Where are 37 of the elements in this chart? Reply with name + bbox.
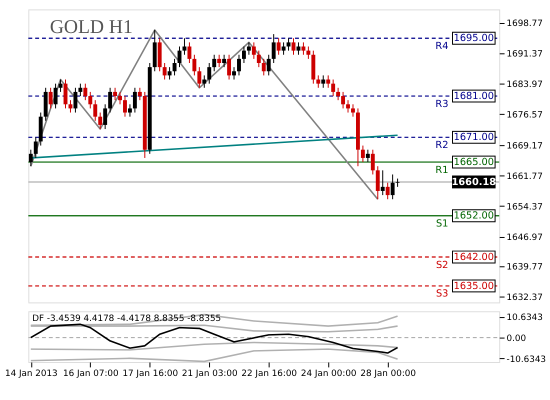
y-tick-label: 0.00 — [506, 334, 526, 344]
ref-line-label: 1635.00 — [454, 280, 494, 292]
y-tick-label: 1632.37 — [506, 293, 543, 304]
x-tick-label: 21 Jan 03:00 — [182, 369, 238, 380]
y-tick-label: 1698.77 — [506, 19, 543, 30]
annotation: R4 — [435, 40, 448, 52]
x-tick-label: 22 Jan 16:00 — [241, 369, 298, 380]
annotation: R3 — [435, 98, 448, 110]
annotation: R1 — [435, 164, 448, 176]
x-tick-label: 28 Jan 00:00 — [360, 369, 416, 380]
ref-line-label: 1681.00 — [454, 90, 494, 102]
y-tick-label: 1676.57 — [506, 110, 543, 121]
y-tick-label: 10.6343 — [506, 313, 543, 324]
y-tick-label: 1669.17 — [506, 141, 543, 152]
ref-line-label: 1665.00 — [454, 157, 494, 168]
x-tick-label: 16 Jan 07:00 — [62, 369, 119, 380]
x-tick-label: 17 Jan 16:00 — [122, 369, 178, 380]
annotation: S3 — [436, 288, 448, 300]
y-tick-label: -10.6343 — [506, 354, 546, 365]
annotation: S1 — [436, 218, 448, 230]
ref-line-label: 1695.00 — [454, 33, 494, 44]
ref-line-label: 1652.00 — [454, 210, 494, 222]
x-tick-label: 14 Jan 2013 — [4, 369, 58, 380]
ref-line-label: 1642.00 — [454, 252, 494, 263]
y-tick-label: 1639.77 — [506, 262, 543, 273]
chart-title: DF -3.4539 4.4178 -4.4178 8.8355 -8.8355 — [32, 314, 222, 324]
y-tick-label: 1646.97 — [506, 232, 543, 243]
y-tick-label: 1691.37 — [506, 50, 543, 60]
annotation: R2 — [435, 140, 448, 152]
y-tick-label: 1654.37 — [506, 202, 543, 212]
y-tick-label: 1683.97 — [506, 80, 543, 90]
y-tick-label: 1661.77 — [506, 172, 543, 182]
ref-line-label: 1671.00 — [454, 132, 494, 144]
x-tick-label: 24 Jan 00:00 — [300, 369, 356, 380]
ref-line-label: 1660.18 — [452, 176, 496, 188]
chart-title: GOLD H1 — [50, 16, 133, 38]
annotation: S2 — [436, 260, 448, 271]
